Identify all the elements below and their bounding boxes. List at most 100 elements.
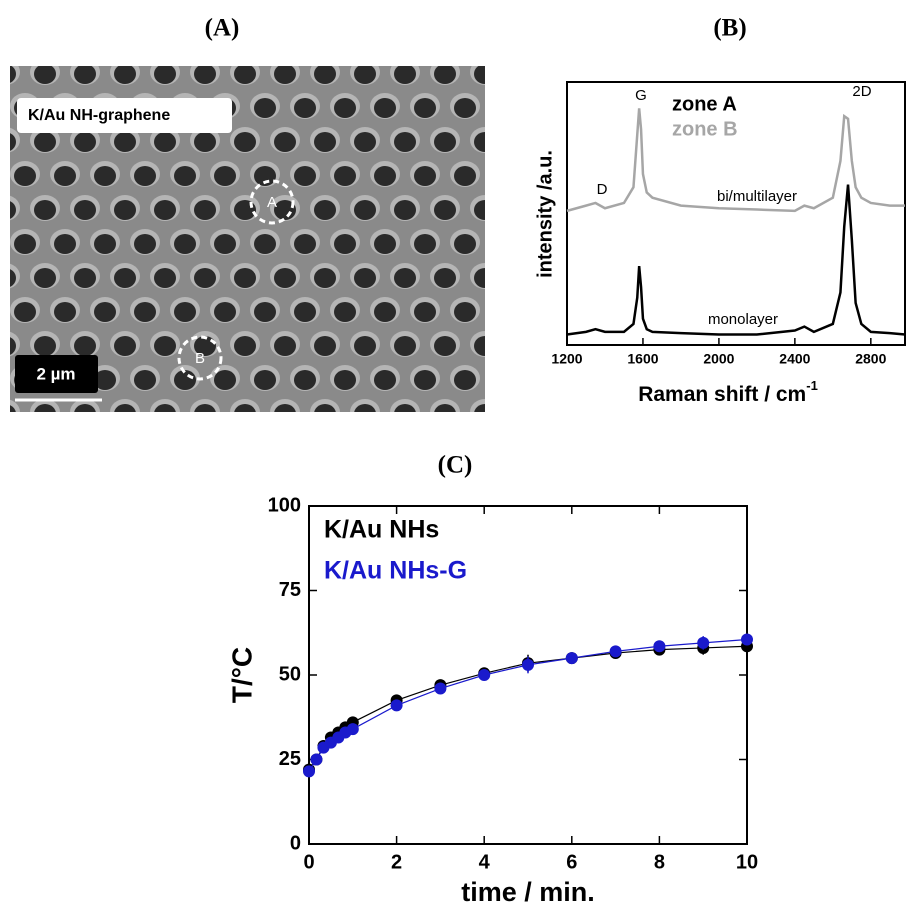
hole <box>134 234 156 254</box>
hole <box>274 404 296 412</box>
hole <box>54 166 76 186</box>
hole <box>394 66 416 84</box>
x-tick-label: 4 <box>479 851 491 873</box>
hole <box>414 370 436 390</box>
y-tick-label: 100 <box>268 494 301 516</box>
y-axis-label: intensity /a.u. <box>534 150 556 278</box>
hole <box>434 200 456 220</box>
spectrum-line <box>566 108 905 213</box>
hole <box>34 336 56 356</box>
hole <box>54 302 76 322</box>
y-tick-label: 0 <box>290 832 301 854</box>
hole <box>234 200 256 220</box>
panel-label: (B) <box>713 15 746 42</box>
data-point <box>478 669 491 681</box>
hole <box>154 66 176 84</box>
hole <box>114 200 136 220</box>
hole <box>234 66 256 84</box>
data-point <box>565 652 578 665</box>
hole <box>34 66 56 84</box>
x-tick-label: 2 <box>391 851 402 873</box>
hole <box>394 200 416 220</box>
x-tick-label: 2400 <box>779 351 810 367</box>
annotation: 2D <box>852 83 871 100</box>
hole <box>34 200 56 220</box>
hole <box>434 404 456 412</box>
data-point <box>303 765 315 778</box>
hole <box>334 302 356 322</box>
x-axis-label: time / min. <box>461 877 595 907</box>
hole <box>474 336 485 356</box>
data-point <box>346 723 359 736</box>
scale-box <box>15 355 98 393</box>
hole <box>454 370 476 390</box>
x-axis-label-text: Raman shift / cm <box>638 383 806 406</box>
hole <box>254 98 276 118</box>
hole <box>174 370 196 390</box>
hole <box>274 66 296 84</box>
hole <box>254 166 276 186</box>
hole <box>474 404 485 412</box>
hole <box>174 302 196 322</box>
hole <box>394 336 416 356</box>
hole <box>10 337 16 355</box>
hole <box>114 336 136 356</box>
hole <box>474 268 485 288</box>
hole <box>134 166 156 186</box>
hole <box>14 302 36 322</box>
hole <box>154 268 176 288</box>
hole <box>154 200 176 220</box>
x-tick-label: 8 <box>654 851 665 873</box>
hole <box>194 66 216 84</box>
hole <box>294 98 316 118</box>
hole <box>14 234 36 254</box>
zone-marker <box>177 335 223 381</box>
hole <box>394 404 416 412</box>
hole <box>74 268 96 288</box>
hole <box>394 132 416 152</box>
hole <box>114 66 136 84</box>
hole <box>10 269 16 287</box>
x-axis-label-superscript: -1 <box>806 378 818 393</box>
hole <box>234 132 256 152</box>
hole <box>154 132 176 152</box>
hole <box>354 200 376 220</box>
data-point <box>434 682 447 695</box>
zone-marker-label: B <box>195 350 205 367</box>
hole <box>114 268 136 288</box>
hole <box>314 268 336 288</box>
hole <box>34 132 56 152</box>
hole <box>374 370 396 390</box>
hole <box>94 234 116 254</box>
hole <box>434 66 456 84</box>
hole <box>274 132 296 152</box>
annotation: G <box>635 87 647 104</box>
x-tick-label: 0 <box>303 851 314 873</box>
panel-label: (A) <box>205 15 240 42</box>
hole <box>334 370 356 390</box>
hole <box>414 166 436 186</box>
y-tick-label: 25 <box>279 748 301 770</box>
hole <box>194 200 216 220</box>
hole <box>14 166 36 186</box>
hole <box>354 268 376 288</box>
hole <box>254 370 276 390</box>
hole <box>334 234 356 254</box>
y-axis-label: T/°C <box>226 647 257 703</box>
x-tick-label: 10 <box>736 851 758 873</box>
spectrum-line <box>566 184 906 336</box>
hole <box>454 166 476 186</box>
hole <box>114 404 136 412</box>
hole <box>414 234 436 254</box>
sem-image <box>10 66 485 412</box>
hole <box>234 268 256 288</box>
hole <box>134 370 156 390</box>
hole <box>254 234 276 254</box>
x-tick-label: 1200 <box>551 351 582 367</box>
hole <box>294 234 316 254</box>
hole <box>114 132 136 152</box>
hole <box>34 404 56 412</box>
hole <box>74 404 96 412</box>
hole <box>34 268 56 288</box>
